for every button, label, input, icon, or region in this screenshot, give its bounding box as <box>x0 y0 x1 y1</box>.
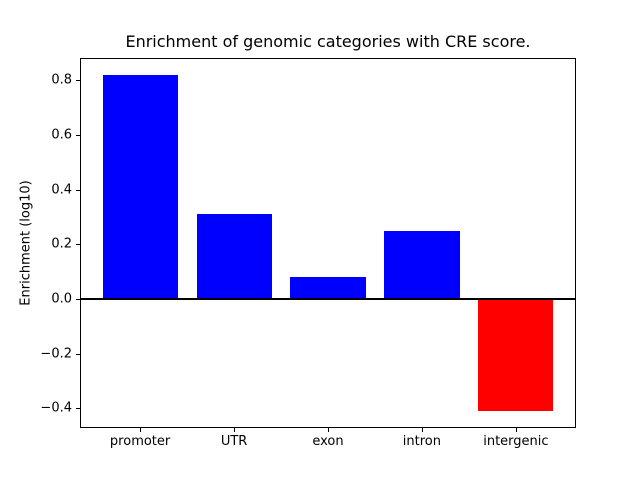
zero-line <box>81 298 575 301</box>
x-tick-mark <box>515 428 517 432</box>
y-tick-label: 0.8 <box>51 72 72 88</box>
y-tick-label: 0.6 <box>51 127 72 143</box>
bar-promoter <box>102 74 178 299</box>
x-tick-mark <box>234 428 236 432</box>
bar-intergenic <box>478 299 554 412</box>
y-tick-label: −0.4 <box>40 400 72 416</box>
y-tick-label: −0.2 <box>40 346 72 362</box>
plot-area <box>80 58 576 428</box>
bar-UTR <box>196 214 272 300</box>
chart-title: Enrichment of genomic categories with CR… <box>125 32 531 51</box>
x-tick-mark <box>328 428 329 432</box>
x-tick-label: intergenic <box>483 434 549 449</box>
x-tick-label: intron <box>402 434 441 449</box>
y-axis-label: Enrichment (log10) <box>18 180 34 306</box>
x-tick-label: exon <box>312 434 344 449</box>
x-tick-label: UTR <box>220 434 248 449</box>
bar-exon <box>290 277 366 300</box>
x-tick-label: promoter <box>109 434 171 449</box>
bar-intron <box>384 230 460 300</box>
x-tick-mark <box>421 428 423 432</box>
x-tick-mark <box>140 428 142 432</box>
